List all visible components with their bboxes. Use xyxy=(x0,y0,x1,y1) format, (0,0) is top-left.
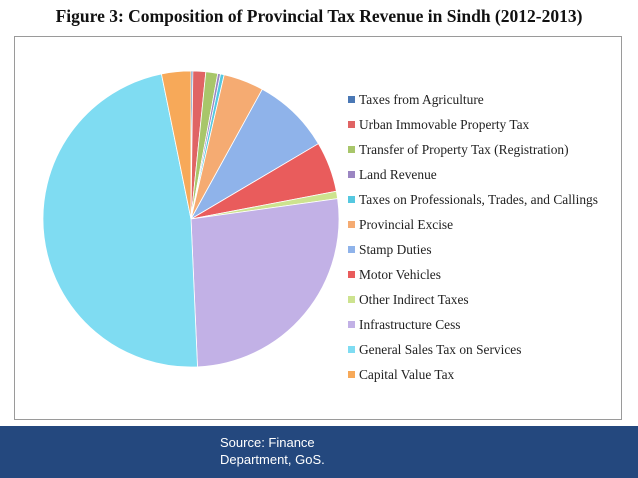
legend-swatch xyxy=(348,321,355,328)
legend-swatch xyxy=(348,96,355,103)
pie-chart xyxy=(42,70,340,368)
legend-label: Transfer of Property Tax (Registration) xyxy=(359,141,569,157)
legend-label: Land Revenue xyxy=(359,166,437,182)
legend-label: Other Indirect Taxes xyxy=(359,291,469,307)
legend-swatch xyxy=(348,246,355,253)
legend-label: Motor Vehicles xyxy=(359,266,441,282)
legend-item: Other Indirect Taxes xyxy=(348,287,598,312)
legend-label: Provincial Excise xyxy=(359,216,454,232)
legend-item: Urban Immovable Property Tax xyxy=(348,112,598,137)
legend-label: Taxes from Agriculture xyxy=(359,91,484,107)
legend-swatch xyxy=(348,346,355,353)
legend-item: Land Revenue xyxy=(348,162,598,187)
source-note: Source: Finance Department, GoS. xyxy=(220,435,325,467)
legend-swatch xyxy=(348,146,355,153)
legend-label: Infrastructure Cess xyxy=(359,316,461,332)
legend-item: Motor Vehicles xyxy=(348,262,598,287)
legend-label: Urban Immovable Property Tax xyxy=(359,116,530,132)
pie-slice-10 xyxy=(42,73,198,368)
legend-swatch xyxy=(348,121,355,128)
legend-item: Transfer of Property Tax (Registration) xyxy=(348,137,598,162)
legend-swatch xyxy=(348,271,355,278)
legend-swatch xyxy=(348,171,355,178)
footer-band: Source: Finance Department, GoS. xyxy=(0,426,638,478)
legend-item: Taxes on Professionals, Trades, and Call… xyxy=(348,187,598,212)
legend-label: Taxes on Professionals, Trades, and Call… xyxy=(359,191,598,207)
legend-item: General Sales Tax on Services xyxy=(348,337,598,362)
legend-swatch xyxy=(348,296,355,303)
pie-slice-9 xyxy=(190,198,340,368)
legend-swatch xyxy=(348,196,355,203)
figure-title: Figure 3: Composition of Provincial Tax … xyxy=(55,6,583,26)
legend-swatch xyxy=(348,371,355,378)
legend-item: Infrastructure Cess xyxy=(348,312,598,337)
legend-label: Stamp Duties xyxy=(359,241,432,257)
legend-label: General Sales Tax on Services xyxy=(359,341,522,357)
chart-frame: Taxes from Agriculture Urban Immovable Pr… xyxy=(14,36,622,420)
legend-item: Taxes from Agriculture xyxy=(348,87,598,112)
chart-legend: Taxes from Agriculture Urban Immovable Pr… xyxy=(348,87,598,387)
legend-swatch xyxy=(348,221,355,228)
pie-slices xyxy=(42,70,340,368)
legend-item: Stamp Duties xyxy=(348,237,598,262)
legend-label: Capital Value Tax xyxy=(359,366,455,382)
pie-slice-11 xyxy=(160,70,192,220)
legend-item: Capital Value Tax xyxy=(348,362,598,387)
legend-item: Provincial Excise xyxy=(348,212,598,237)
